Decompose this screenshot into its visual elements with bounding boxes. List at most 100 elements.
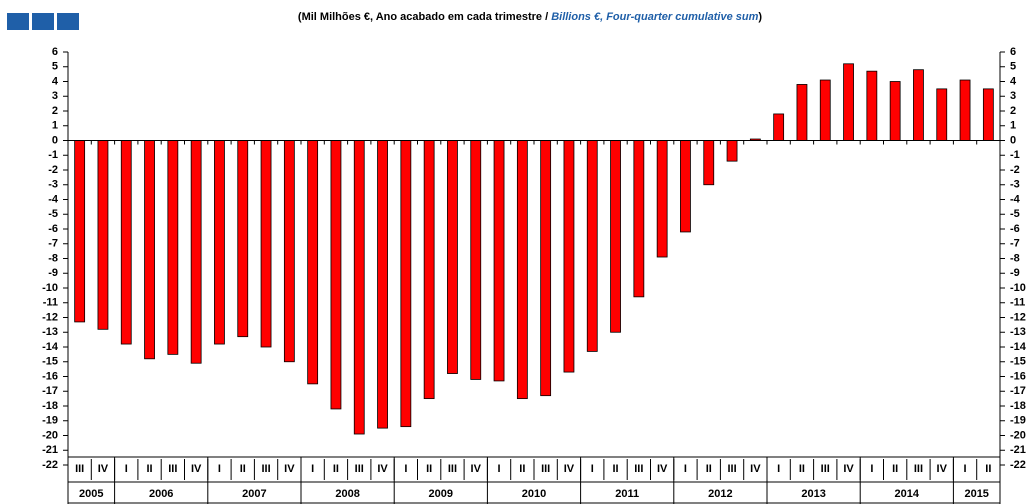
- x-tick-label: IV: [191, 463, 202, 475]
- bar: [447, 140, 458, 374]
- y-tick-label: -9: [48, 267, 58, 279]
- y2-tick-label: -11: [1010, 297, 1025, 309]
- bar: [563, 140, 575, 373]
- bar: [959, 79, 971, 141]
- y2-tick-label: -10: [1010, 282, 1026, 294]
- title-pt: (Mil Milhões €, Ano acabado em cada trim…: [298, 11, 551, 23]
- bar: [237, 140, 249, 338]
- year-label: 2015: [964, 488, 988, 500]
- y-tick-label: -11: [43, 297, 58, 309]
- year-label: 2014: [895, 488, 920, 500]
- y2-tick-label: -21: [1010, 444, 1026, 456]
- x-tick-label: IV: [564, 463, 575, 475]
- x-tick-label: I: [125, 463, 128, 475]
- y2-tick-label: -14: [1010, 341, 1027, 353]
- bar: [260, 140, 272, 348]
- y-tick-label: -13: [42, 326, 58, 338]
- x-tick-label: III: [634, 463, 643, 475]
- bar: [423, 140, 435, 400]
- y-tick-label: -17: [42, 385, 58, 397]
- x-tick-label: IV: [843, 463, 854, 475]
- x-tick-label: II: [146, 463, 152, 475]
- x-tick-label: I: [870, 463, 873, 475]
- bar: [307, 140, 319, 385]
- x-tick-label: IV: [937, 463, 948, 475]
- year-label: 2013: [801, 488, 825, 500]
- y2-tick-label: -20: [1010, 429, 1026, 441]
- y-tick-label: -3: [48, 179, 58, 191]
- x-tick-label: III: [355, 463, 364, 475]
- y2-tick-label: -16: [1010, 370, 1026, 382]
- y-tick-label: -7: [48, 238, 58, 250]
- y-tick-label: -18: [42, 400, 58, 412]
- bar: [353, 140, 365, 435]
- y2-tick-label: -7: [1010, 238, 1020, 250]
- bar: [610, 140, 621, 333]
- y2-tick-label: -15: [1010, 356, 1026, 368]
- bar: [703, 140, 715, 186]
- x-tick-label: IV: [750, 463, 761, 475]
- x-tick-label: II: [519, 463, 525, 475]
- x-tick-label: II: [333, 463, 339, 475]
- bar: [400, 140, 412, 428]
- bar: [773, 113, 785, 141]
- x-tick-label: II: [426, 463, 432, 475]
- x-tick-label: I: [964, 463, 967, 475]
- bar: [214, 140, 225, 345]
- y-tick-label: -16: [42, 370, 58, 382]
- bar: [796, 84, 808, 141]
- y2-tick-label: -12: [1010, 311, 1026, 323]
- chart-title: (Mil Milhões €, Ano acabado em cada trim…: [298, 11, 763, 23]
- logo-square: [57, 13, 79, 30]
- y2-tick-label: -13: [1010, 326, 1026, 338]
- bar: [913, 69, 924, 141]
- y2-tick-label: -1: [1010, 149, 1020, 161]
- x-tick-label: IV: [284, 463, 295, 475]
- y-tick-label: -14: [42, 341, 59, 353]
- y2-tick-label: -18: [1010, 400, 1026, 412]
- bar: [936, 88, 948, 141]
- y2-tick-label: -6: [1010, 223, 1020, 235]
- x-tick-label: I: [311, 463, 314, 475]
- year-label: 2012: [708, 488, 732, 500]
- x-tick-label: I: [498, 463, 501, 475]
- y-tick-label: -15: [42, 356, 58, 368]
- bar: [144, 140, 155, 360]
- y2-tick-label: 2: [1010, 105, 1016, 117]
- x-tick-label: II: [706, 463, 712, 475]
- bar: [330, 140, 342, 410]
- x-tick-label: II: [612, 463, 618, 475]
- bar: [633, 140, 645, 298]
- x-tick-label: II: [240, 463, 246, 475]
- year-label: 2010: [522, 488, 546, 500]
- year-label: 2011: [615, 488, 639, 500]
- bar: [74, 140, 86, 323]
- x-tick-label: IV: [377, 463, 388, 475]
- bar: [97, 140, 109, 330]
- year-label: 2008: [335, 488, 359, 500]
- y-tick-label: 5: [52, 61, 58, 73]
- x-tick-label: III: [727, 463, 736, 475]
- bar: [540, 140, 552, 397]
- bar: [843, 63, 854, 141]
- y-tick-label: -19: [42, 415, 58, 427]
- y2-tick-label: 1: [1010, 120, 1016, 132]
- y2-tick-label: -22: [1010, 459, 1026, 471]
- y-tick-label: -8: [48, 252, 58, 264]
- bar: [470, 140, 482, 380]
- title-close: ): [758, 11, 762, 23]
- y2-tick-label: 0: [1010, 134, 1016, 146]
- x-tick-label: IV: [471, 463, 482, 475]
- y2-tick-label: -5: [1010, 208, 1020, 220]
- x-tick-label: III: [168, 463, 177, 475]
- year-label: 2006: [149, 488, 173, 500]
- y-tick-label: 4: [52, 75, 59, 87]
- x-tick-label: IV: [98, 463, 109, 475]
- y2-tick-label: 4: [1010, 75, 1017, 87]
- y-tick-label: -4: [48, 193, 59, 205]
- x-tick-label: II: [892, 463, 898, 475]
- bar: [680, 140, 691, 233]
- year-label: 2005: [79, 488, 103, 500]
- y-tick-label: 6: [52, 46, 58, 58]
- y-tick-label: 3: [52, 90, 58, 102]
